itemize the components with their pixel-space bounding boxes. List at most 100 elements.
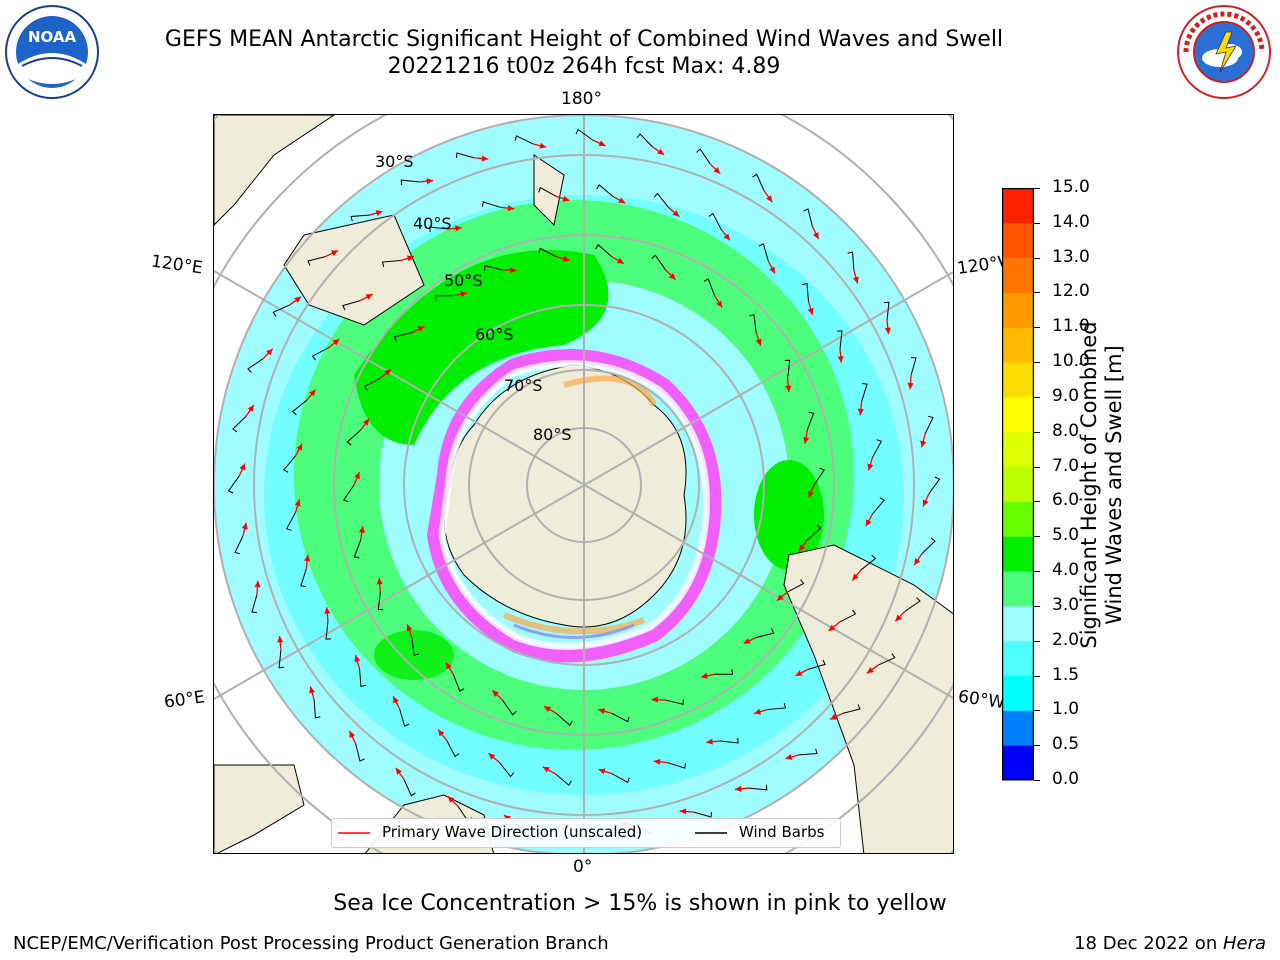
wave-arrow-head <box>865 519 872 527</box>
lat-label-40s: 40°S <box>413 214 452 233</box>
wind-barb <box>343 484 355 503</box>
wave-arrow-head <box>544 706 552 713</box>
polar-map <box>214 115 953 853</box>
wave-arrow-head <box>769 266 775 274</box>
wind-barb <box>363 377 381 391</box>
wave-arrow-head <box>294 296 302 303</box>
wave-arrow-head <box>914 558 921 566</box>
colorbar-segment <box>1002 257 1034 293</box>
colorbar-segment <box>1002 466 1034 502</box>
wind-barb <box>839 609 857 623</box>
wind-barb <box>498 762 515 778</box>
wind-barb <box>802 282 810 302</box>
lat-label-30s: 30°S <box>375 152 414 171</box>
wind-barb <box>325 621 332 640</box>
wind-barb <box>748 784 768 791</box>
wind-barb <box>403 779 416 797</box>
wind-barb <box>611 712 630 723</box>
wave-arrow-head <box>294 499 301 507</box>
wind-barb <box>758 243 769 262</box>
wind-barb <box>377 591 384 611</box>
colorbar-tick-mark <box>1034 640 1040 642</box>
wind-barb <box>502 699 517 716</box>
wind-barb <box>575 128 594 141</box>
colorbar-tick-label: 2.0 <box>1052 629 1080 650</box>
colorbar-tick-label: 1.0 <box>1052 699 1080 720</box>
wind-barb <box>872 497 885 515</box>
colorbar-segment <box>1002 396 1034 433</box>
wave-arrow-head <box>562 195 570 202</box>
wind-barb <box>787 579 805 593</box>
wind-barb <box>910 356 917 376</box>
wave-arrow-head <box>653 758 661 765</box>
wave-arrow-head <box>266 348 273 356</box>
wind-barb <box>767 703 787 711</box>
wave-arrow-head <box>460 291 468 298</box>
colorbar-tick-mark <box>1034 780 1040 781</box>
colorbar-tick-label: 5.0 <box>1052 525 1080 546</box>
colorbar-segment <box>1002 536 1034 572</box>
wave-arrow-head <box>657 148 665 155</box>
wave-arrow-head <box>598 140 606 147</box>
wave-arrow-head <box>539 142 547 149</box>
wave-arrow-head <box>922 499 929 507</box>
lat-label-50s: 50°S <box>444 271 483 290</box>
wave-arrow-head <box>803 437 810 444</box>
colorbar-tick-label: 0.5 <box>1052 734 1080 755</box>
colorbar-tick-mark <box>1034 188 1040 189</box>
wave-arrow-head <box>618 197 626 204</box>
colorbar <box>1002 188 1034 781</box>
colorbar-tick-mark <box>1034 396 1040 398</box>
wind-barb <box>285 512 296 531</box>
wave-arrow-head <box>857 408 864 416</box>
wind-barb <box>300 568 307 588</box>
wind-barb <box>234 536 244 555</box>
map-panel <box>213 114 954 854</box>
noa-logo-icon: NOAA <box>5 5 99 99</box>
colorbar-segment <box>1002 710 1034 746</box>
map-legend: Primary Wave Direction (unscaled) Wind B… <box>331 818 841 848</box>
wind-barb <box>311 347 329 361</box>
wind-barb <box>653 192 670 208</box>
wave-arrow-head <box>616 257 624 264</box>
colorbar-tick-label: 12.0 <box>1052 281 1090 302</box>
wind-barb <box>806 411 815 431</box>
colorbar-tick-mark <box>1034 745 1040 747</box>
colorbar-tick-mark <box>1034 536 1040 538</box>
wind-barb <box>227 475 240 494</box>
wave-arrow-head <box>376 577 383 585</box>
wave-arrow-head <box>331 250 339 256</box>
wind-barb <box>703 278 716 296</box>
wind-barb <box>484 265 503 271</box>
wave-arrow-head <box>920 440 927 448</box>
wave-arrow-head <box>384 369 392 376</box>
wave-arrow-head <box>884 327 891 335</box>
wind-barb <box>554 773 572 786</box>
wind-barb <box>798 748 818 756</box>
wind-barb <box>355 743 365 762</box>
wind-barb <box>481 201 501 208</box>
wave-arrow-head <box>808 490 814 498</box>
wave-arrow-head <box>445 662 452 670</box>
wind-barb <box>232 416 247 433</box>
lon-label-120e: 120°E <box>149 251 204 279</box>
wind-barb <box>429 226 448 233</box>
wave-arrow-head <box>669 273 676 280</box>
colorbar-segment <box>1002 501 1034 537</box>
wind-barb <box>813 467 825 486</box>
wave-arrow-head <box>304 554 311 562</box>
wind-barb <box>720 737 739 744</box>
wind-barb <box>665 699 684 705</box>
colorbar-tick-mark <box>1034 710 1040 712</box>
barb-legend-swatch <box>695 832 727 834</box>
wind-barb <box>538 186 557 197</box>
wind-barb <box>921 537 936 554</box>
colorbar-tick-mark <box>1034 605 1040 607</box>
lon-label-60e: 60°E <box>162 687 207 713</box>
wind-barb <box>381 259 401 267</box>
arrow-legend-label: Primary Wave Direction (unscaled) <box>382 823 643 841</box>
wave-arrow-head <box>406 255 414 262</box>
colorbar-tick-label: 14.0 <box>1052 211 1090 232</box>
wave-arrow-head <box>438 729 445 737</box>
wind-barb <box>784 359 791 379</box>
